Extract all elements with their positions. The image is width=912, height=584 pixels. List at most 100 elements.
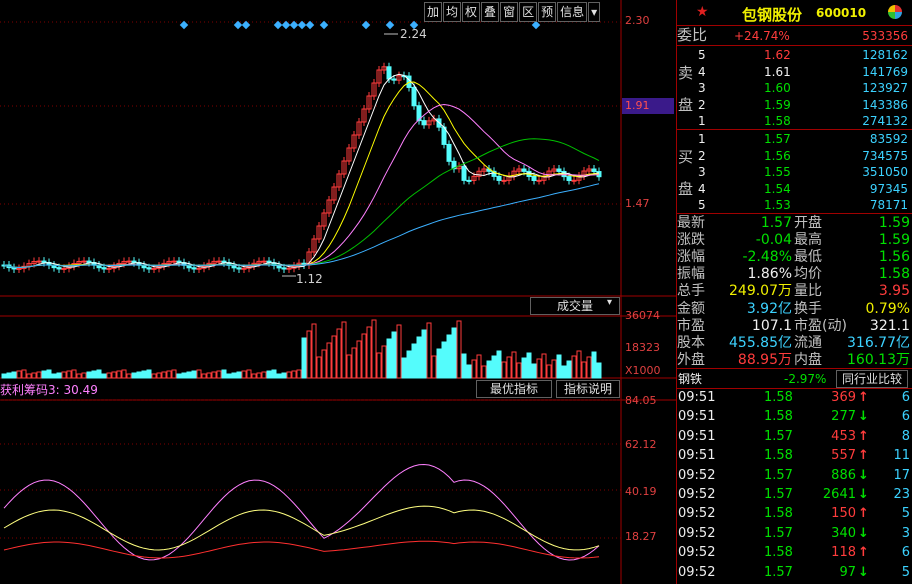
kline-chart[interactable] <box>0 0 676 584</box>
volume-bar <box>351 347 357 379</box>
volume-bar <box>271 369 277 379</box>
volume-bar <box>6 372 12 379</box>
volume-bar <box>256 372 262 379</box>
sell-row-3: 3 1.60 123927 <box>676 79 912 97</box>
sell-volume: 143386 <box>862 97 908 112</box>
volume-bar <box>526 352 532 379</box>
signal-diamond-icon <box>319 20 329 30</box>
volume-bar <box>586 356 592 379</box>
best-indicator-button[interactable]: 最优指标 <box>476 380 552 398</box>
buy-label-2: 盘 <box>678 180 694 198</box>
volume-bar <box>176 373 182 379</box>
buy-level: 3 <box>698 165 706 180</box>
volume-bar <box>431 355 437 379</box>
candle-body <box>396 75 402 81</box>
weibi-diff: 533356 <box>862 29 908 43</box>
toolbar-button-add[interactable]: 加 <box>424 2 443 22</box>
volume-bar <box>41 370 47 379</box>
candle-body <box>366 95 372 110</box>
sell-row-5: 5 1.62 128162 <box>676 46 912 64</box>
stat-label: 最高 <box>794 232 822 249</box>
favorite-star-icon[interactable]: ★ <box>696 4 709 20</box>
candle-body <box>316 225 322 240</box>
buy-row-1: 1 1.57 83592 <box>676 130 912 148</box>
stat-value: 160.13万 <box>847 351 910 368</box>
stat-label: 换手 <box>794 300 822 317</box>
indicator-title: 获利筹码3: 30.49 <box>0 383 98 397</box>
candle-body <box>471 175 477 181</box>
stat-value: 3.95 <box>878 283 910 300</box>
toolbar-button-window[interactable]: 窗 <box>500 2 519 22</box>
low-annotation: 1.12 <box>296 272 323 286</box>
industry-compare-button[interactable]: 同行业比较 <box>836 370 908 388</box>
candle-body <box>531 175 537 181</box>
industry-row: 钢铁 -2.97% <box>676 370 912 388</box>
buy-label-1: 买 <box>678 148 694 166</box>
buy-price: 1.53 <box>764 198 791 213</box>
toolbar-button-forecast[interactable]: 预 <box>538 2 557 22</box>
candle-body <box>351 134 357 149</box>
stat-row: 涨跌 -0.04 最高 1.59 <box>676 231 912 249</box>
stat-value: 0.79% <box>865 300 910 317</box>
stock-code: 600010 <box>816 6 867 20</box>
volume-bar <box>511 351 517 379</box>
chart-toolbar: 加 均 权 叠 窗 区 预 信息 ▾ <box>424 2 601 22</box>
tick-volume: 886 <box>831 467 856 483</box>
price-axis-current-box <box>622 98 674 114</box>
stat-value: -2.48% <box>742 249 792 266</box>
stat-value: 1.56 <box>878 249 910 266</box>
candle-body <box>446 143 452 162</box>
tick-row: 09:52 1.57 97 ↓ 5 <box>676 564 912 582</box>
volume-bar <box>311 323 317 379</box>
volume-bar <box>566 360 572 379</box>
volume-bar <box>86 371 92 379</box>
stat-row: 振幅 1.86% 均价 1.58 <box>676 265 912 283</box>
indicator-help-button[interactable]: 指标说明 <box>556 380 620 398</box>
signal-diamond-icon <box>305 20 315 30</box>
volume-bar <box>521 357 527 379</box>
arrow-up-icon: ↑ <box>858 390 869 405</box>
toolbar-button-average[interactable]: 均 <box>443 2 462 22</box>
volume-bar <box>416 336 422 379</box>
industry-name: 钢铁 <box>678 372 703 386</box>
candle-body <box>36 260 42 263</box>
volume-selector[interactable]: 成交量 <box>530 297 620 315</box>
candle-body <box>546 170 552 177</box>
toolbar-button-overlay[interactable]: 叠 <box>481 2 500 22</box>
candle-body <box>371 82 377 97</box>
color-wheel-icon[interactable] <box>888 5 902 19</box>
stat-value: 1.57 <box>760 215 792 231</box>
volume-bar <box>191 370 197 379</box>
volume-bar <box>111 371 117 379</box>
tick-count: 11 <box>893 448 910 464</box>
tick-volume: 2641 <box>822 487 856 502</box>
tick-time: 09:51 <box>678 428 716 444</box>
volume-bar <box>531 363 537 379</box>
volume-bar <box>171 369 177 379</box>
toolbar-button-weight[interactable]: 权 <box>462 2 481 22</box>
volume-bar <box>546 364 552 379</box>
stat-value: 1.59 <box>878 215 910 231</box>
stat-label: 涨幅 <box>677 249 705 266</box>
volume-bar <box>131 372 137 379</box>
toolbar-button-info[interactable]: 信息 <box>557 2 588 22</box>
volume-bar <box>491 355 497 379</box>
candle-body <box>566 176 572 182</box>
candle-body <box>131 260 137 264</box>
toolbar-dropdown-icon[interactable]: ▾ <box>588 2 601 22</box>
volume-bar <box>501 361 507 379</box>
tick-time: 09:52 <box>678 506 716 522</box>
tick-row: 09:52 1.58 118 ↑ 6 <box>676 544 912 562</box>
volume-bar <box>471 359 477 379</box>
volume-bar <box>181 372 187 379</box>
volume-dropdown-icon[interactable]: ▾ <box>607 297 613 308</box>
stat-label: 金额 <box>677 300 705 317</box>
stat-row: 涨幅 -2.48% 最低 1.56 <box>676 248 912 266</box>
tick-time: 09:51 <box>678 448 716 464</box>
sell-row-2: 2 1.59 143386 <box>676 96 912 114</box>
candle-body <box>81 260 87 263</box>
volume-bar <box>591 351 597 379</box>
toolbar-button-range[interactable]: 区 <box>519 2 538 22</box>
candle-body <box>166 260 172 264</box>
tick-time: 09:52 <box>678 545 716 561</box>
